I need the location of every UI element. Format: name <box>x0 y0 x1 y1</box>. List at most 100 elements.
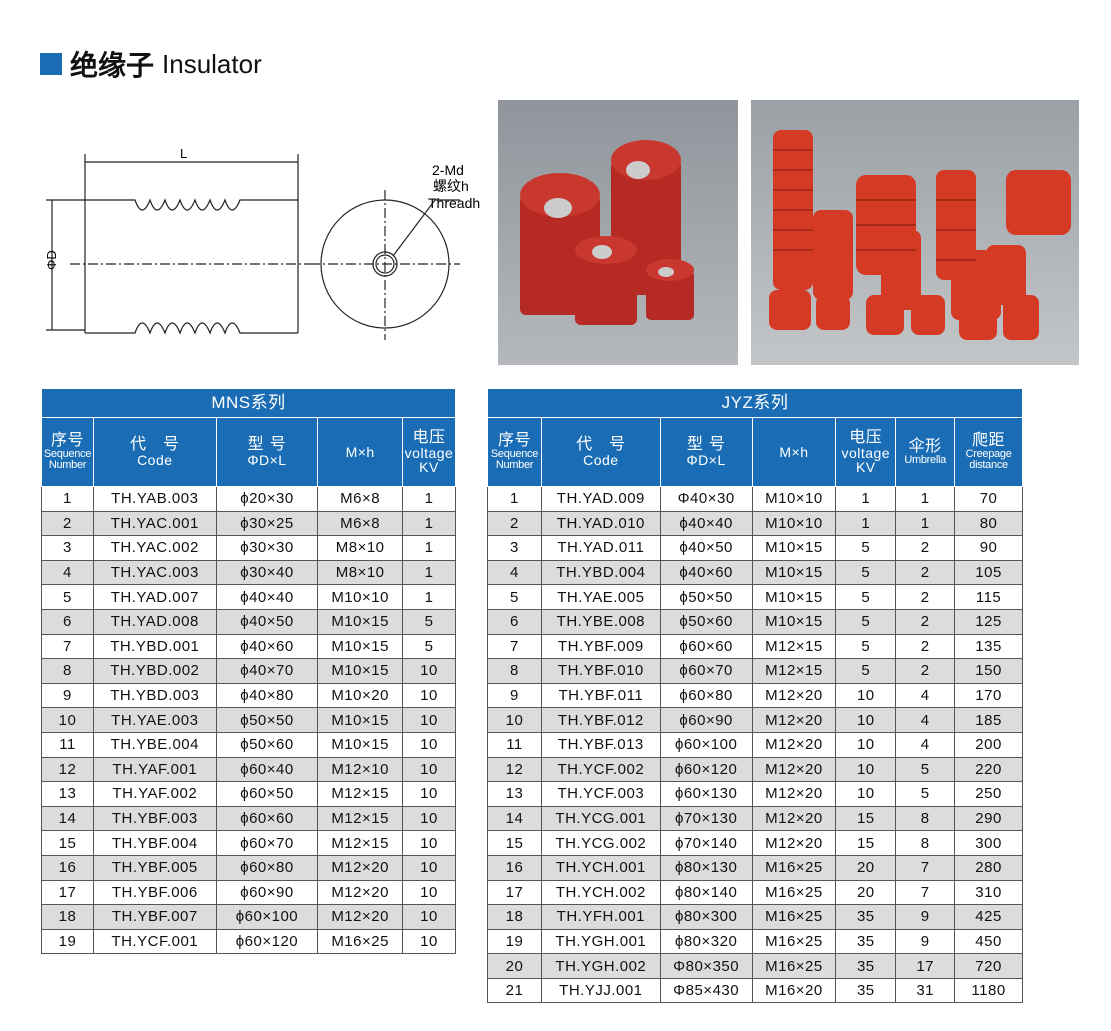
table-cell: TH.YAD.009 <box>540 486 661 512</box>
table-cell: 17 <box>487 879 542 906</box>
table-cell: Φ85×430 <box>659 977 753 1004</box>
table-cell: ϕ80×300 <box>659 904 753 930</box>
table-cell: 220 <box>954 756 1023 783</box>
table-cell: 5 <box>402 633 456 660</box>
table-cell: 15 <box>835 805 897 832</box>
column-header: 爬距 Creepage distance <box>954 417 1023 487</box>
table-cell: ϕ60×90 <box>659 707 753 733</box>
table-cell: 11 <box>41 731 94 758</box>
table-cell: ϕ60×80 <box>659 682 753 709</box>
table-cell: 6 <box>487 608 542 635</box>
table-cell: TH.YCG.002 <box>540 830 661 856</box>
table-cell: M10×15 <box>317 707 403 733</box>
product-photo-umbrella-insulators <box>751 100 1079 365</box>
table-cell: ϕ30×30 <box>215 535 319 561</box>
table-row: 10 TH.YAE.003 ϕ50×50 M10×15 10 <box>41 707 456 733</box>
table-cell: M16×25 <box>751 854 837 881</box>
table-cell: M12×20 <box>751 805 837 832</box>
table-cell: ϕ60×70 <box>215 830 319 856</box>
table-cell: ϕ40×80 <box>215 682 319 709</box>
table-cell: 35 <box>835 904 897 930</box>
table-cell: ϕ80×130 <box>659 854 753 881</box>
table-row: 7 TH.YBF.009 ϕ60×60 M12×15 5 2 135 <box>487 633 1023 660</box>
table-cell: M10×15 <box>317 658 403 684</box>
title-en: Insulator <box>162 48 262 79</box>
table-caption: JYZ系列 <box>487 388 1023 418</box>
table-cell: M12×20 <box>751 781 837 807</box>
table-cell: TH.YCF.003 <box>540 781 661 807</box>
thread-label-cn: 螺纹h <box>433 178 469 194</box>
table-cell: M10×20 <box>317 682 403 709</box>
table-row: 3 TH.YAD.011 ϕ40×50 M10×15 5 2 90 <box>487 535 1023 561</box>
table-cell: 31 <box>895 977 956 1004</box>
mns-series-table: MNS系列 序号 Sequence Number 代 号 Code 型 号 ΦD×L M×h… <box>41 388 456 955</box>
table-cell: 300 <box>954 830 1023 856</box>
table-cell: ϕ30×40 <box>215 559 319 586</box>
table-cell: 150 <box>954 658 1023 684</box>
table-cell: TH.YAC.001 <box>92 510 217 537</box>
table-cell: 115 <box>954 584 1023 610</box>
table-cell: M12×15 <box>317 830 403 856</box>
table-cell: 125 <box>954 608 1023 635</box>
table-cell: ϕ60×90 <box>215 879 319 906</box>
table-cell: 200 <box>954 731 1023 758</box>
table-cell: TH.YBE.008 <box>540 608 661 635</box>
table-cell: ϕ60×40 <box>215 756 319 783</box>
table-row: 19 TH.YCF.001 ϕ60×120 M16×25 10 <box>41 928 456 955</box>
title-marker <box>40 53 62 75</box>
table-row: 2 TH.YAC.001 ϕ30×25 M6×8 1 <box>41 510 456 537</box>
table-cell: 20 <box>835 879 897 906</box>
table-cell: M10×10 <box>751 486 837 512</box>
header-cn: 爬距 <box>972 430 1006 450</box>
table-cell: M12×20 <box>751 682 837 709</box>
table-cell: TH.YBD.002 <box>92 658 217 684</box>
insulator-dimension-drawing: L ΦD 2-Md 螺纹h Threadh <box>44 146 480 340</box>
table-cell: 17 <box>895 953 956 979</box>
column-header: 伞形 Umbrella <box>895 417 956 487</box>
table-cell: 10 <box>402 781 456 807</box>
page-title: 绝缘子 Insulator <box>40 44 262 84</box>
header-en: voltage KV <box>404 444 454 476</box>
table-cell: 10 <box>835 682 897 709</box>
table-row: 12 TH.YAF.001 ϕ60×40 M12×10 10 <box>41 756 456 783</box>
table-cell: 4 <box>895 682 956 709</box>
table-cell: TH.YAD.011 <box>540 535 661 561</box>
table-cell: 16 <box>487 854 542 881</box>
table-cell: 5 <box>41 584 94 610</box>
table-cell: 21 <box>487 977 542 1004</box>
table-cell: 14 <box>487 805 542 832</box>
table-cell: M10×15 <box>317 633 403 660</box>
table-cell: 5 <box>835 559 897 586</box>
table-cell: TH.YBF.003 <box>92 805 217 832</box>
header-cn: 电压 <box>412 426 446 446</box>
header-en: Code <box>583 452 619 469</box>
table-cell: M10×15 <box>751 535 837 561</box>
table-cell: TH.YJJ.001 <box>540 977 661 1004</box>
table-cell: 10 <box>835 756 897 783</box>
table-cell: 4 <box>895 731 956 758</box>
table-cell: 425 <box>954 904 1023 930</box>
table-cell: TH.YCF.002 <box>540 756 661 783</box>
table-cell: 15 <box>835 830 897 856</box>
table-cell: 10 <box>835 731 897 758</box>
header-en: Creepage distance <box>965 447 1012 472</box>
table-cell: 70 <box>954 486 1023 512</box>
table-row: 11 TH.YBE.004 ϕ50×60 M10×15 10 <box>41 731 456 758</box>
column-header: 型 号 ΦD×L <box>215 417 319 487</box>
table-cell: ϕ60×80 <box>215 854 319 881</box>
column-header: M×h <box>751 417 837 487</box>
table-row: 8 TH.YBF.010 ϕ60×70 M12×15 5 2 150 <box>487 658 1023 684</box>
jyz-series-table: JYZ系列 序号 Sequence Number 代 号 Code 型 号 ΦD×L M×h… <box>487 388 1023 1004</box>
table-row: 1 TH.YAD.009 Φ40×30 M10×10 1 1 70 <box>487 486 1023 512</box>
table-row: 15 TH.YBF.004 ϕ60×70 M12×15 10 <box>41 830 456 856</box>
column-header: 电压 voltage KV <box>402 417 456 487</box>
table-cell: 11 <box>487 731 542 758</box>
table-cell: 10 <box>487 707 542 733</box>
table-cell: TH.YAC.002 <box>92 535 217 561</box>
table-cell: 8 <box>41 658 94 684</box>
table-cell: TH.YBF.009 <box>540 633 661 660</box>
table-cell: TH.YCH.002 <box>540 879 661 906</box>
table-cell: 4 <box>487 559 542 586</box>
table-cell: 450 <box>954 928 1023 955</box>
table-cell: M10×15 <box>751 584 837 610</box>
